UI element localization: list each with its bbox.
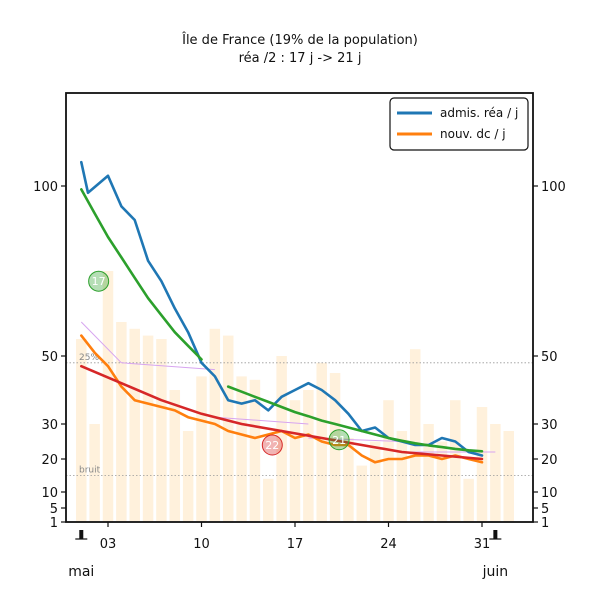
legend-box [389, 97, 529, 151]
bar [263, 478, 274, 522]
chart-title: Île de France (19% de la population) [181, 32, 418, 48]
plot-frame [65, 92, 534, 523]
bar [156, 339, 167, 522]
x-tick-label: 24 [380, 537, 397, 552]
chart-subtitle: réa /2 : 17 j -> 21 j [239, 51, 362, 66]
reference-label: 25% [79, 353, 99, 363]
month-marker [79, 530, 84, 539]
y-tick-label: 100 [541, 180, 566, 195]
y-tick-label: 30 [41, 418, 58, 433]
legend-label-dc: nouv. dc / j [440, 127, 506, 141]
annotation-circle [261, 434, 283, 456]
series-layer [80, 160, 484, 464]
x-tick-label: 10 [193, 537, 210, 552]
annotation-circle [88, 270, 110, 292]
y-tick-label: 50 [541, 350, 558, 365]
y-tick-label: 100 [33, 180, 58, 195]
annotation-layer: 17 22 21 [88, 270, 350, 456]
annotation-label: 21 [332, 434, 346, 447]
y-tick-label: 30 [541, 418, 558, 433]
bar [503, 431, 514, 522]
step-line [121, 362, 215, 371]
bar [383, 400, 394, 522]
bar [289, 400, 301, 522]
reference-lines: 25% bruit [66, 353, 533, 476]
month-label: mai [68, 564, 94, 580]
annotation-circle [328, 429, 350, 451]
y-tick-label: 20 [41, 453, 58, 468]
reference-label: bruit [79, 466, 101, 476]
bar [236, 376, 247, 522]
bar [222, 335, 234, 522]
series-line [226, 385, 484, 453]
y-tick-label: 1 [50, 516, 58, 531]
bar [343, 438, 354, 522]
series-line [80, 160, 484, 457]
legend: admis. réa / j nouv. dc / j [389, 97, 529, 151]
bar [490, 424, 501, 522]
bar-layer [76, 271, 514, 522]
x-tick-label: 31 [474, 537, 491, 552]
y-tick-label: 50 [41, 350, 58, 365]
bar [329, 373, 341, 522]
bar [303, 390, 314, 522]
step-line [214, 416, 309, 425]
y-tick-label: 10 [541, 486, 558, 501]
bar [276, 356, 287, 522]
month-label: juin [482, 564, 509, 580]
bar [89, 424, 100, 522]
bar [169, 390, 181, 522]
step-line [80, 321, 122, 364]
bar [249, 379, 261, 522]
bar [116, 322, 127, 522]
bar [196, 376, 207, 522]
bar [423, 424, 434, 522]
month-marker [493, 530, 498, 539]
y-tick-label: 5 [541, 502, 549, 517]
series-line [80, 188, 203, 361]
bar [129, 328, 140, 522]
bar [476, 407, 488, 522]
bar [356, 465, 368, 522]
x-tick-label: 03 [100, 537, 117, 552]
bar [76, 339, 87, 522]
bar [396, 431, 408, 522]
annotation-label: 17 [92, 275, 106, 288]
x-axis: 03 10 17 24 31 mai juin [68, 522, 508, 580]
legend-label-rea: admis. réa / j [440, 106, 518, 120]
series-line [80, 364, 484, 461]
annotation-label: 22 [265, 439, 279, 452]
bar [102, 271, 114, 522]
x-tick-label: 17 [287, 537, 304, 552]
bar [450, 400, 461, 522]
bar [436, 441, 448, 522]
y-tick-label: 10 [41, 486, 58, 501]
y-tick-label: 20 [541, 453, 558, 468]
bar [182, 431, 194, 522]
bar [142, 335, 154, 522]
bar [409, 349, 421, 522]
bar [463, 478, 474, 522]
bar [369, 441, 381, 522]
y-tick-label: 5 [50, 502, 58, 517]
y-tick-label: 1 [541, 516, 549, 531]
